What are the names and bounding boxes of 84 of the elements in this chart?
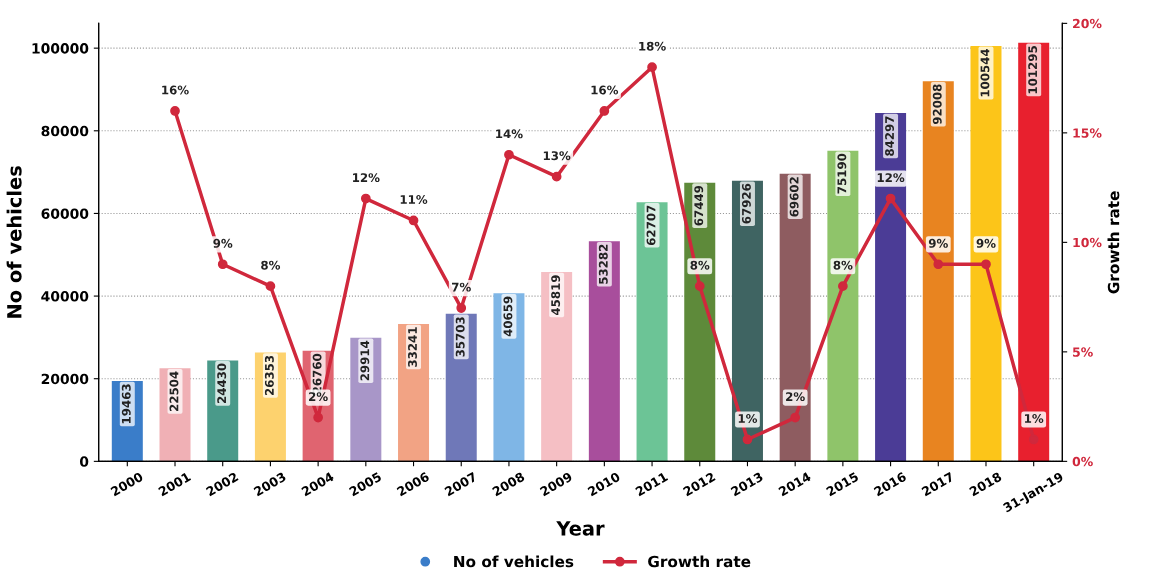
bar [922,81,954,462]
data-label: 35703 [455,317,465,357]
data-label: 7% [452,282,471,292]
y-tick-label: 100000 [32,43,89,54]
data-label: 26760 [312,353,322,394]
data-label: 9% [213,238,233,248]
data-label: 33241 [408,327,417,367]
data-label: 1% [738,414,758,423]
y-tick-label: 80000 [41,125,89,137]
data-label: 92008 [932,84,942,125]
y2-axis-title: Growth rate [1107,191,1120,294]
data-label: 67926 [741,183,751,224]
point [504,149,514,160]
legend-label: No of vehicles [454,555,574,568]
data-label: 26353 [264,355,274,396]
data-label: 2% [786,392,805,402]
bar [493,293,525,462]
data-label: 29914 [360,340,370,381]
point [408,215,419,226]
point [313,412,323,423]
data-label: 101295 [1028,46,1038,94]
data-label: 75190 [837,153,847,194]
bar [875,113,907,462]
data-label: 1% [1025,414,1044,423]
y-tick-label: 20000 [41,373,89,385]
bar [541,272,573,462]
point [360,193,371,204]
y2-tick-label: 0% [1072,456,1093,467]
bar [779,173,811,462]
y2-tick-label: 15% [1073,128,1102,138]
data-label: 67449 [694,185,704,226]
point [170,106,180,116]
bar [970,45,1002,462]
data-label: 2% [309,392,328,402]
y-tick-label: 60000 [41,208,89,219]
data-label: 62707 [646,205,656,246]
point [838,281,848,292]
data-label: 13% [543,151,571,161]
data-label: 24430 [217,363,227,404]
point [790,412,801,423]
data-label: 100544 [980,48,990,97]
point [265,281,276,292]
point [742,434,753,445]
point [551,171,562,182]
legend-label: Growth rate [648,555,751,568]
point [1028,434,1039,445]
y2-tick-label: 10% [1073,237,1102,248]
data-label: 16% [162,85,189,95]
point [217,259,228,270]
point [599,106,610,116]
data-label: 84297 [885,116,894,156]
data-label: 8% [690,260,710,270]
bar [588,241,620,462]
y-tick-label: 0 [79,456,89,467]
point [456,303,467,313]
y2-tick-label: 5% [1073,347,1093,357]
point [647,62,657,73]
x-axis-title: Year [556,521,605,536]
data-label: 22504 [169,371,179,411]
data-label: 19463 [121,384,131,424]
y2-tick-label: 20% [1073,18,1102,29]
data-label: 9% [976,238,996,248]
y-axis-title: No of vehicles [6,166,22,318]
data-label: 14% [496,129,523,139]
data-label: 11% [400,195,428,204]
data-label: 45819 [551,275,561,316]
data-label: 9% [928,238,948,248]
point [885,193,896,204]
data-label: 8% [833,260,853,270]
data-label: 69602 [789,177,799,217]
point [933,259,944,270]
point [694,281,705,292]
data-label: 12% [877,173,905,183]
data-label: 16% [591,85,619,95]
y-tick-label: 40000 [41,291,89,302]
bar [827,150,859,462]
data-label: 18% [639,41,666,51]
bar [1018,42,1050,462]
data-label: 40659 [503,296,513,337]
data-label: 12% [353,173,380,183]
data-label: 8% [261,260,281,270]
data-label: 53282 [598,244,608,284]
point [981,259,991,270]
bar [636,202,668,462]
